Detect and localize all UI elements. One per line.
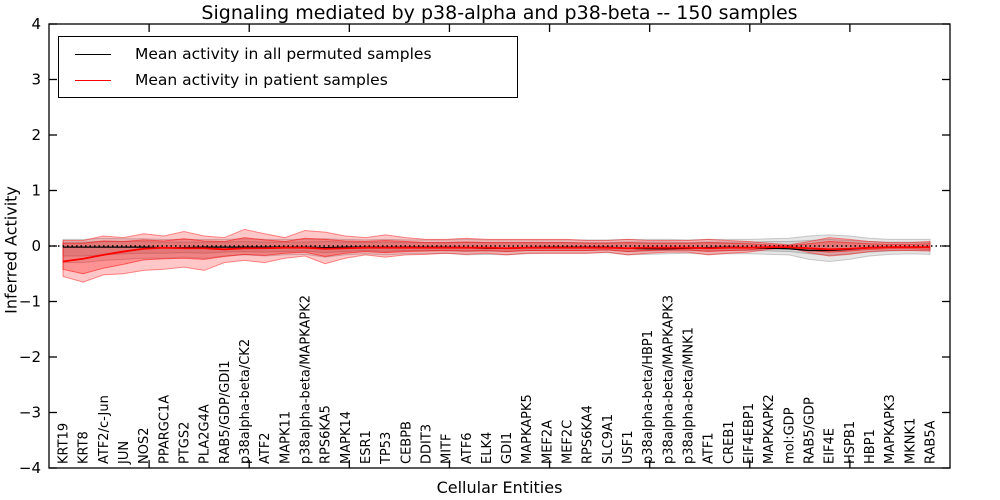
category-label: RAB5/GDP/GDI1 (218, 361, 233, 464)
y-tick-label: 0 (31, 237, 41, 255)
legend-item-patient: Mean activity in patient samples (59, 71, 517, 89)
category-label: MAPKAPK2 (762, 394, 777, 464)
y-tick-label: 1 (31, 182, 41, 200)
category-label: EIF4E (823, 428, 838, 464)
category-label: MAPK14 (339, 411, 354, 464)
y-tick-label: 4 (31, 15, 41, 33)
category-label: p38alpha-beta/MNK1 (682, 327, 697, 464)
y-tick-label: 3 (31, 71, 41, 89)
category-label: PTGS2 (177, 422, 192, 464)
category-label: EIF4EBP1 (742, 403, 757, 464)
category-label: SLC9A1 (601, 414, 616, 464)
category-label: ATF1 (702, 432, 717, 464)
category-label: HBP1 (863, 429, 878, 464)
category-label: p38alpha-beta/MAPKAPK3 (661, 295, 676, 464)
y-tick-label: −2 (19, 348, 41, 366)
category-label: RPS6KA5 (319, 405, 334, 464)
category-label: JUN (117, 441, 132, 465)
permuted-line-swatch (75, 53, 111, 55)
y-axis-label: Inferred Activity (1, 186, 21, 314)
category-label: MAPK11 (278, 411, 293, 464)
category-label: PLA2G4A (198, 404, 213, 464)
category-label: PPARGC1A (157, 395, 172, 464)
category-label: KRT8 (77, 431, 92, 464)
chart-title: Signaling mediated by p38-alpha and p38-… (201, 2, 798, 24)
category-label: RPS6KA4 (581, 405, 596, 464)
category-label: MEF2A (540, 420, 555, 464)
category-label: MAPKAPK5 (520, 394, 535, 464)
category-label: ATF6 (460, 432, 475, 464)
category-label: RAB5A (924, 420, 939, 464)
y-tick-label: −4 (19, 459, 41, 477)
legend: Mean activity in all permuted samples Me… (58, 36, 518, 98)
patient-line-swatch (75, 79, 111, 81)
category-label: GDI1 (500, 432, 515, 464)
category-label: p38alpha-beta/MAPKAPK2 (298, 295, 313, 464)
category-label: DDIT3 (419, 424, 434, 464)
category-label: KRT19 (57, 423, 72, 464)
category-label: NOS2 (137, 428, 152, 464)
category-label: TP53 (379, 432, 394, 465)
category-label: CREB1 (722, 420, 737, 464)
category-label: RAB5/GDP (803, 397, 818, 464)
category-label: CEBPB (399, 421, 414, 464)
y-tick-label: −1 (19, 293, 41, 311)
category-label: p38alpha-beta/HBP1 (641, 330, 656, 464)
patient-mean-line (62, 246, 930, 263)
y-tick-label: −3 (19, 404, 41, 422)
category-label: MEF2C (561, 420, 576, 464)
category-label: ATF2/c-Jun (97, 395, 112, 464)
category-label: USF1 (621, 430, 636, 464)
category-label: ESR1 (359, 430, 374, 464)
category-label: ELK4 (480, 432, 495, 464)
legend-item-permuted: Mean activity in all permuted samples (59, 45, 517, 63)
category-label: MITF (440, 434, 455, 464)
x-axis-label: Cellular Entities (436, 478, 563, 497)
y-tick-label: 2 (31, 126, 41, 144)
category-label: MKNK1 (903, 418, 918, 464)
category-label: p38alpha-beta/CK2 (238, 339, 253, 464)
category-label: HSPB1 (843, 421, 858, 464)
category-label: MAPKAPK3 (883, 394, 898, 464)
category-label: ATF2 (258, 432, 273, 464)
legend-label-permuted: Mean activity in all permuted samples (135, 45, 432, 63)
legend-label-patient: Mean activity in patient samples (135, 71, 388, 89)
category-label: mol:GDP (782, 407, 797, 464)
